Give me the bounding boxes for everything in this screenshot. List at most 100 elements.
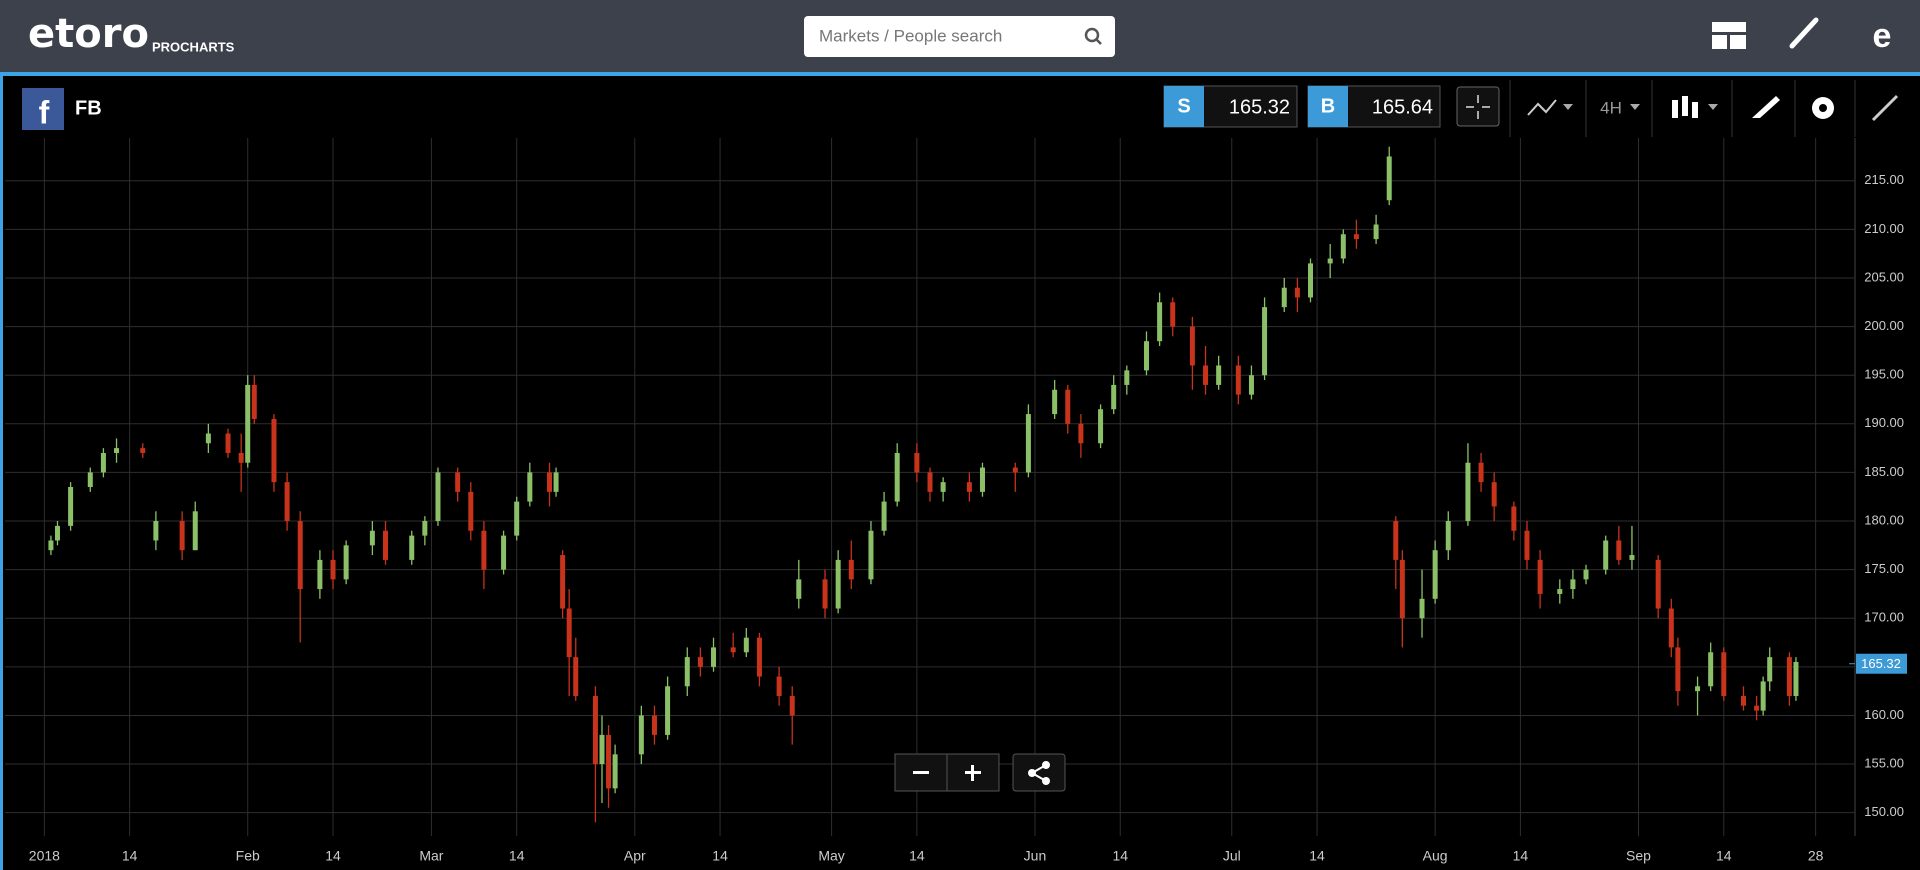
candle-body [1603, 540, 1609, 570]
candle-body [547, 472, 553, 492]
candle-body [743, 637, 749, 653]
candle-body [435, 472, 441, 522]
candle-body [1399, 559, 1405, 619]
candle-body [1708, 652, 1714, 687]
buy-price: 165.64 [1372, 96, 1433, 118]
settings-button[interactable] [1812, 97, 1834, 119]
candle-body [251, 384, 257, 419]
candle-body [369, 530, 375, 546]
candle-body [592, 696, 598, 765]
profile-icon[interactable]: e [1873, 17, 1892, 55]
candle-body [1373, 224, 1379, 240]
y-tick-label: 215.00 [1864, 172, 1904, 187]
candle-body [153, 521, 159, 541]
candle-body [1248, 375, 1254, 395]
x-tick-label: May [818, 848, 844, 864]
candle-body [1111, 384, 1117, 410]
candle-body [422, 521, 428, 536]
search-box[interactable] [804, 16, 1115, 57]
sell-tag [1164, 86, 1204, 127]
instrument-icon [22, 88, 64, 130]
zoom-in-button[interactable] [946, 753, 1000, 792]
candle-body [651, 715, 657, 735]
candle-body [1052, 389, 1058, 415]
candle-body [317, 559, 323, 590]
edit-icon[interactable] [1789, 17, 1819, 49]
x-tick-label: Apr [624, 848, 646, 864]
candle-body [1419, 598, 1425, 619]
candle-body [1340, 234, 1346, 259]
candle-body [1629, 555, 1635, 560]
candle-body [1583, 569, 1589, 580]
candle-body [1793, 661, 1799, 697]
candle-body [1570, 579, 1576, 590]
crosshair-button[interactable] [1456, 86, 1500, 127]
candle-body [1157, 302, 1163, 342]
x-tick-label: Jun [1024, 848, 1047, 864]
candle-body [697, 657, 703, 667]
candle-body [1281, 287, 1287, 308]
layout-icon[interactable] [1712, 22, 1746, 49]
logo[interactable]: etoro [28, 11, 149, 57]
candle-body [711, 647, 717, 667]
indicator-button[interactable] [1527, 99, 1573, 116]
chart-type-button[interactable] [1672, 96, 1718, 118]
y-tick-label: 190.00 [1864, 415, 1904, 430]
x-tick-label: Sep [1626, 848, 1651, 864]
candle-body [1203, 365, 1209, 385]
x-tick-label: Mar [419, 848, 443, 864]
candle-body [573, 657, 579, 697]
candle-body [68, 487, 74, 526]
candle-body [271, 418, 277, 483]
candle-body [665, 686, 671, 735]
candle-body [1668, 608, 1674, 648]
candle-body [1760, 681, 1766, 711]
candle-body [1386, 156, 1392, 201]
candle-body [553, 472, 559, 492]
candle-body [1327, 258, 1333, 264]
zoom-out-button[interactable] [894, 753, 948, 792]
x-tick-label: 14 [909, 848, 925, 864]
candle-body [1393, 521, 1399, 560]
candle-body [1537, 559, 1543, 594]
candle-body [1124, 370, 1130, 385]
sell-price: 165.32 [1229, 96, 1290, 118]
candle-body [514, 501, 520, 536]
candle-body [114, 448, 120, 453]
x-tick-label: Feb [236, 848, 260, 864]
candle-body [1216, 365, 1222, 385]
candle-body [100, 452, 106, 473]
candle-body [1098, 409, 1104, 444]
x-tick-label: 28 [1808, 848, 1824, 864]
last-price-tag [1856, 653, 1907, 674]
candle-body [1078, 423, 1084, 444]
buy-label: B [1321, 95, 1335, 117]
y-tick-label: 170.00 [1864, 610, 1904, 625]
y-tick-label: 155.00 [1864, 755, 1904, 770]
candle-body [140, 448, 146, 453]
y-tick-label: 205.00 [1864, 269, 1904, 284]
candle-body [848, 559, 854, 580]
candle-body [1675, 647, 1681, 692]
candle-body [1189, 326, 1195, 366]
search-placeholder: Markets / People search [819, 26, 1002, 45]
plot-area: 150.00155.00160.00165.00170.00175.00180.… [5, 138, 1907, 864]
candle-body [1695, 686, 1701, 692]
candle-body [638, 715, 644, 755]
drawing-button[interactable] [1752, 96, 1780, 118]
timeframe[interactable]: 4H [1600, 98, 1622, 117]
candle-body [1511, 506, 1517, 531]
x-tick-label: 14 [1112, 848, 1128, 864]
last-price-label: 165.32 [1861, 656, 1901, 671]
candle-body [940, 482, 946, 492]
y-tick-label: 210.00 [1864, 221, 1904, 236]
fullscreen-button[interactable] [1871, 94, 1899, 122]
candle-body [245, 384, 251, 463]
search-icon[interactable] [1084, 27, 1102, 45]
share-button[interactable] [1012, 753, 1066, 792]
accent-stripe [0, 72, 1920, 76]
candle-body [868, 530, 874, 580]
candle-body [1478, 462, 1484, 483]
candle-body [179, 521, 185, 551]
